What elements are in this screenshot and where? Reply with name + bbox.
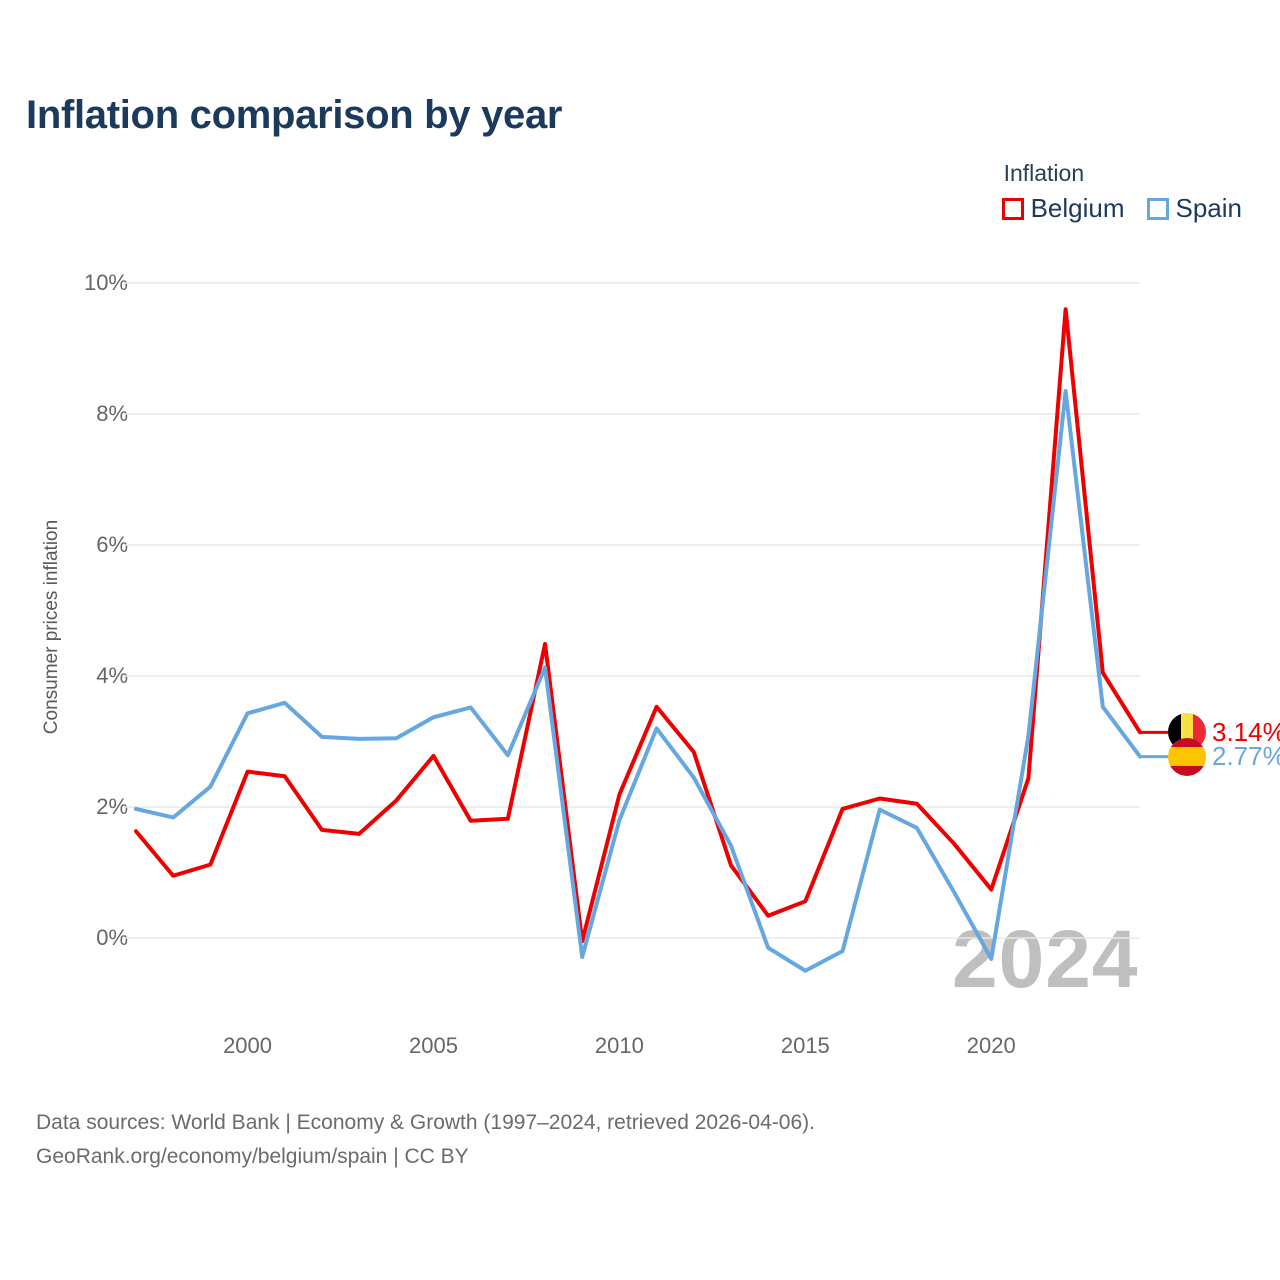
year-watermark: 2024 bbox=[952, 914, 1139, 1005]
y-tick-label: 0% bbox=[96, 925, 128, 950]
x-tick-label: 2015 bbox=[780, 1033, 830, 1058]
end-label-spain: 2.77% bbox=[1168, 737, 1280, 776]
series-line-spain bbox=[134, 389, 1142, 973]
legend-title: Inflation bbox=[1003, 160, 1085, 186]
x-tick-label: 2005 bbox=[408, 1033, 458, 1058]
legend: Inflation Belgium Spain bbox=[1001, 160, 1243, 224]
y-tick-label: 2% bbox=[96, 794, 128, 819]
legend-swatch-belgium bbox=[1001, 197, 1024, 220]
x-tick-label: 2020 bbox=[966, 1033, 1016, 1058]
legend-item-belgium[interactable]: Belgium bbox=[1001, 193, 1125, 224]
y-tick-label: 4% bbox=[96, 663, 128, 688]
gridlines bbox=[124, 282, 1140, 939]
footer-line-2: GeoRank.org/economy/belgium/spain | CC B… bbox=[36, 1145, 469, 1169]
y-tick-label: 10% bbox=[83, 270, 128, 295]
series-line-belgium bbox=[134, 307, 1142, 944]
x-tick-label: 2000 bbox=[223, 1033, 273, 1058]
legend-swatch-spain bbox=[1146, 197, 1169, 220]
y-tick-label: 8% bbox=[96, 401, 128, 426]
series-lines bbox=[134, 307, 1168, 973]
legend-label-belgium: Belgium bbox=[1030, 193, 1125, 223]
page-title: Inflation comparison by year bbox=[26, 93, 563, 137]
x-tick-label: 2010 bbox=[594, 1033, 644, 1058]
end-value-spain: 2.77% bbox=[1212, 741, 1280, 772]
footer-sources: Data sources: World Bank | Economy & Gro… bbox=[36, 1106, 815, 1174]
spain-flag-icon bbox=[1168, 737, 1206, 776]
end-value-belgium: 3.14% bbox=[1212, 716, 1280, 747]
footer-line-1: Data sources: World Bank | Economy & Gro… bbox=[36, 1111, 815, 1134]
legend-items: Belgium Spain bbox=[1001, 193, 1243, 224]
legend-item-spain[interactable]: Spain bbox=[1146, 193, 1243, 224]
legend-label-spain: Spain bbox=[1175, 193, 1243, 223]
y-tick-label: 6% bbox=[96, 532, 128, 557]
